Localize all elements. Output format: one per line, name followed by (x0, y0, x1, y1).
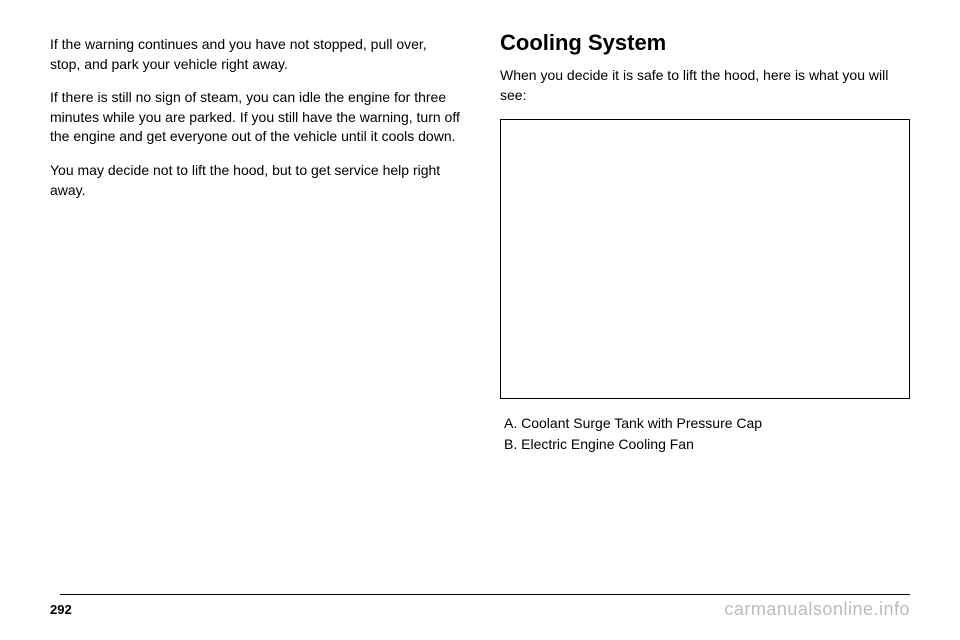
left-column: If the warning continues and you have no… (50, 30, 460, 584)
paragraph-2: If there is still no sign of steam, you … (50, 88, 460, 147)
manual-page: If the warning continues and you have no… (0, 0, 960, 640)
paragraph-1: If the warning continues and you have no… (50, 35, 460, 74)
list-item-b: B. Electric Engine Cooling Fan (500, 434, 910, 455)
watermark-text: carmanualsonline.info (724, 599, 910, 620)
footer-row: 292 carmanualsonline.info (50, 599, 910, 620)
intro-paragraph: When you decide it is safe to lift the h… (500, 66, 910, 105)
section-heading: Cooling System (500, 30, 910, 56)
diagram-placeholder (500, 119, 910, 399)
footer-divider (60, 594, 910, 595)
page-number: 292 (50, 602, 72, 617)
page-footer: 292 carmanualsonline.info (50, 594, 910, 620)
content-columns: If the warning continues and you have no… (50, 30, 910, 584)
paragraph-3: You may decide not to lift the hood, but… (50, 161, 460, 200)
right-column: Cooling System When you decide it is saf… (500, 30, 910, 584)
list-item-a: A. Coolant Surge Tank with Pressure Cap (500, 413, 910, 434)
